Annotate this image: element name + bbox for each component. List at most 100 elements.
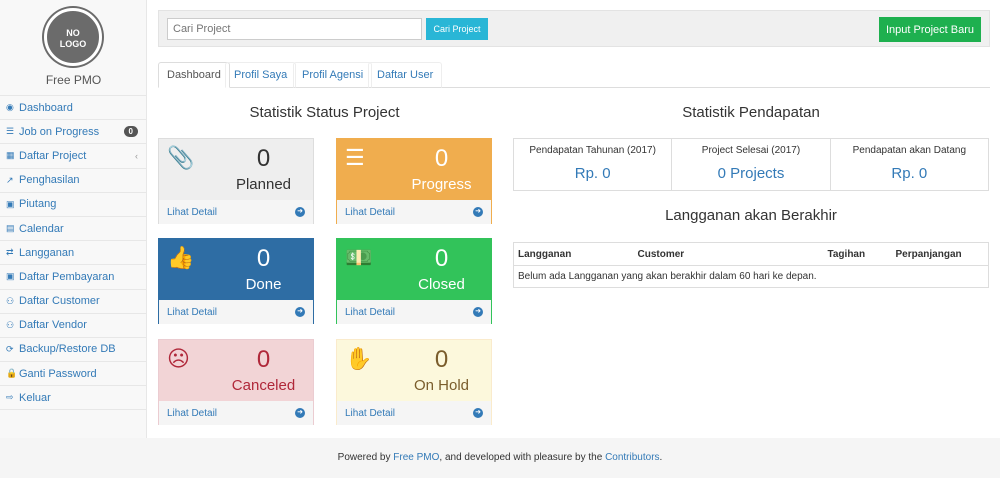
sidebar-item-calendar[interactable]: ▤ Calendar [0,217,147,242]
status-label: Canceled [231,377,296,394]
sidebar-item-dashboard[interactable]: ◉ Dashboard [0,96,147,121]
sidebar-item-label: Backup/Restore DB [19,343,116,356]
money-icon: ▣ [6,198,15,209]
detail-label: Lihat Detail [345,306,396,318]
tab-bar: Dashboard Profil Saya Profil Agensi Daft… [158,62,990,88]
arrow-circle-right-icon: ➜ [295,307,305,317]
status-count: 0 [434,346,449,373]
sidebar-item-daftar-customer[interactable]: ⚇ Daftar Customer [0,290,147,314]
detail-label: Lihat Detail [167,206,218,218]
sidebar-item-label: Ganti Password [19,367,97,380]
arrow-circle-right-icon: ➜ [295,408,305,418]
col-perpanjangan: Perpanjangan [891,242,989,266]
sidebar-item-daftar-vendor[interactable]: ⚇ Daftar Vendor [0,314,147,338]
hand-icon: ✋ [345,346,373,371]
status-card-closed: 💵 0 Closed Lihat Detail ➜ [336,238,492,324]
footer-text: Powered by [337,452,394,463]
status-count: 0 [256,245,271,272]
sidebar-item-piutang[interactable]: ▣ Piutang [0,193,147,217]
footer-text: , and developed with pleasure by the [439,452,606,463]
logo: NO LOGO [44,8,102,66]
money-icon: ▣ [6,271,15,282]
arrow-circle-right-icon: ➜ [473,207,483,217]
detail-link[interactable]: Lihat Detail ➜ [337,200,491,224]
status-label: Done [245,276,282,293]
retweet-icon: ⇄ [6,247,14,258]
search-button[interactable]: Cari Project [426,18,488,40]
col-customer: Customer [633,242,824,266]
status-card-progress: ☰ 0 Progress Lihat Detail ➜ [336,138,492,224]
status-count: 0 [256,145,271,172]
status-label: On Hold [413,377,470,394]
detail-link[interactable]: Lihat Detail ➜ [159,401,313,425]
free-pmo-link[interactable]: Free PMO [393,452,440,463]
sidebar-item-label: Daftar Pembayaran [19,270,115,283]
stat-annual-income: Pendapatan Tahunan (2017) Rp. 0 [514,139,673,190]
sidebar-item-label: Piutang [19,198,57,211]
status-count: 0 [434,145,449,172]
sidebar-item-keluar[interactable]: ⇨ Keluar [0,386,147,411]
sidebar-item-label: Daftar Customer [19,295,100,308]
top-bar: Cari Project Input Project Baru [158,10,990,47]
sidebar-item-label: Penghasilan [19,174,80,187]
new-project-button[interactable]: Input Project Baru [879,17,981,42]
status-count: 0 [434,245,449,272]
detail-link[interactable]: Lihat Detail ➜ [337,401,491,425]
income-stats: Pendapatan Tahunan (2017) Rp. 0 Project S… [513,138,989,191]
status-card-done: 👍 0 Done Lihat Detail ➜ [158,238,314,324]
empty-message: Belum ada Langganan yang akan berakhir d… [518,271,817,282]
sign-out-icon: ⇨ [6,392,14,403]
footer-text: . [659,452,663,463]
search-input[interactable] [167,18,422,40]
sidebar-item-daftar-pembayaran[interactable]: ▣ Daftar Pembayaran [0,265,147,290]
expiring-title: Langganan akan Berakhir [665,207,837,224]
sidebar-item-label: Daftar Project [19,149,87,162]
detail-label: Lihat Detail [345,206,396,218]
contributors-link[interactable]: Contributors [605,452,660,463]
calendar-icon: ▤ [6,223,15,234]
sidebar-item-label: Langganan [19,246,75,259]
sidebar-item-label: Daftar Vendor [19,319,87,332]
tab-profil-saya[interactable]: Profil Saya [225,62,297,88]
users-icon: ⚇ [6,319,15,330]
tab-dashboard[interactable]: Dashboard [158,62,230,88]
chevron-left-icon: ‹ [135,150,138,161]
expiring-table: Langganan Customer Tagihan Perpanjangan … [513,242,989,288]
detail-label: Lihat Detail [345,407,396,419]
sidebar-item-label: Keluar [19,391,51,404]
frown-icon: ☹ [167,346,190,371]
sidebar-item-job-on-progress[interactable]: ☰ Job on Progress 0 [0,120,147,145]
col-tagihan: Tagihan [823,242,892,266]
detail-link[interactable]: Lihat Detail ➜ [159,300,313,324]
sidebar-item-penghasilan[interactable]: ↗ Penghasilan [0,169,147,193]
status-card-on-hold: ✋ 0 On Hold Lihat Detail ➜ [336,339,492,425]
sidebar-menu: ◉ Dashboard ☰ Job on Progress 0 ▦ Daftar Proje… [0,95,147,411]
sidebar-item-backup-restore-db[interactable]: ⟳ Backup/Restore DB [0,338,147,363]
status-label: Closed [418,276,465,293]
tab-daftar-user[interactable]: Daftar User [368,62,443,88]
detail-link[interactable]: Lihat Detail ➜ [337,300,491,324]
sidebar-item-langganan[interactable]: ⇄ Langganan [0,241,147,266]
sidebar-item-label: Dashboard [19,101,73,114]
money-icon: 💵 [345,245,373,270]
footer: Powered by Free PMO, and developed with … [0,438,1000,478]
sidebar-item-ganti-password[interactable]: 🔒 Ganti Password [0,362,147,387]
arrow-circle-right-icon: ➜ [473,307,483,317]
arrow-circle-right-icon: ➜ [295,207,305,217]
status-label: Planned [235,176,292,193]
status-card-canceled: ☹ 0 Canceled Lihat Detail ➜ [158,339,314,425]
users-icon: ⚇ [6,295,15,306]
paperclip-icon: 📎 [167,145,195,170]
table-header: Langganan Customer Tagihan Perpanjangan [513,242,989,266]
line-chart-icon: ↗ [6,174,14,185]
sidebar-item-label: Calendar [19,222,64,235]
tab-profil-agensi[interactable]: Profil Agensi [293,62,373,88]
refresh-icon: ⟳ [6,343,14,354]
sidebar-item-daftar-project[interactable]: ▦ Daftar Project ‹ [0,144,147,169]
tasks-icon: ☰ [345,145,365,170]
detail-link[interactable]: Lihat Detail ➜ [159,200,313,224]
stat-upcoming-income: Pendapatan akan Datang Rp. 0 [852,145,967,182]
status-title: Statistik Status Project [249,104,400,121]
sidebar-item-label: Job on Progress [19,125,100,138]
brand-name: Free PMO [45,73,102,87]
